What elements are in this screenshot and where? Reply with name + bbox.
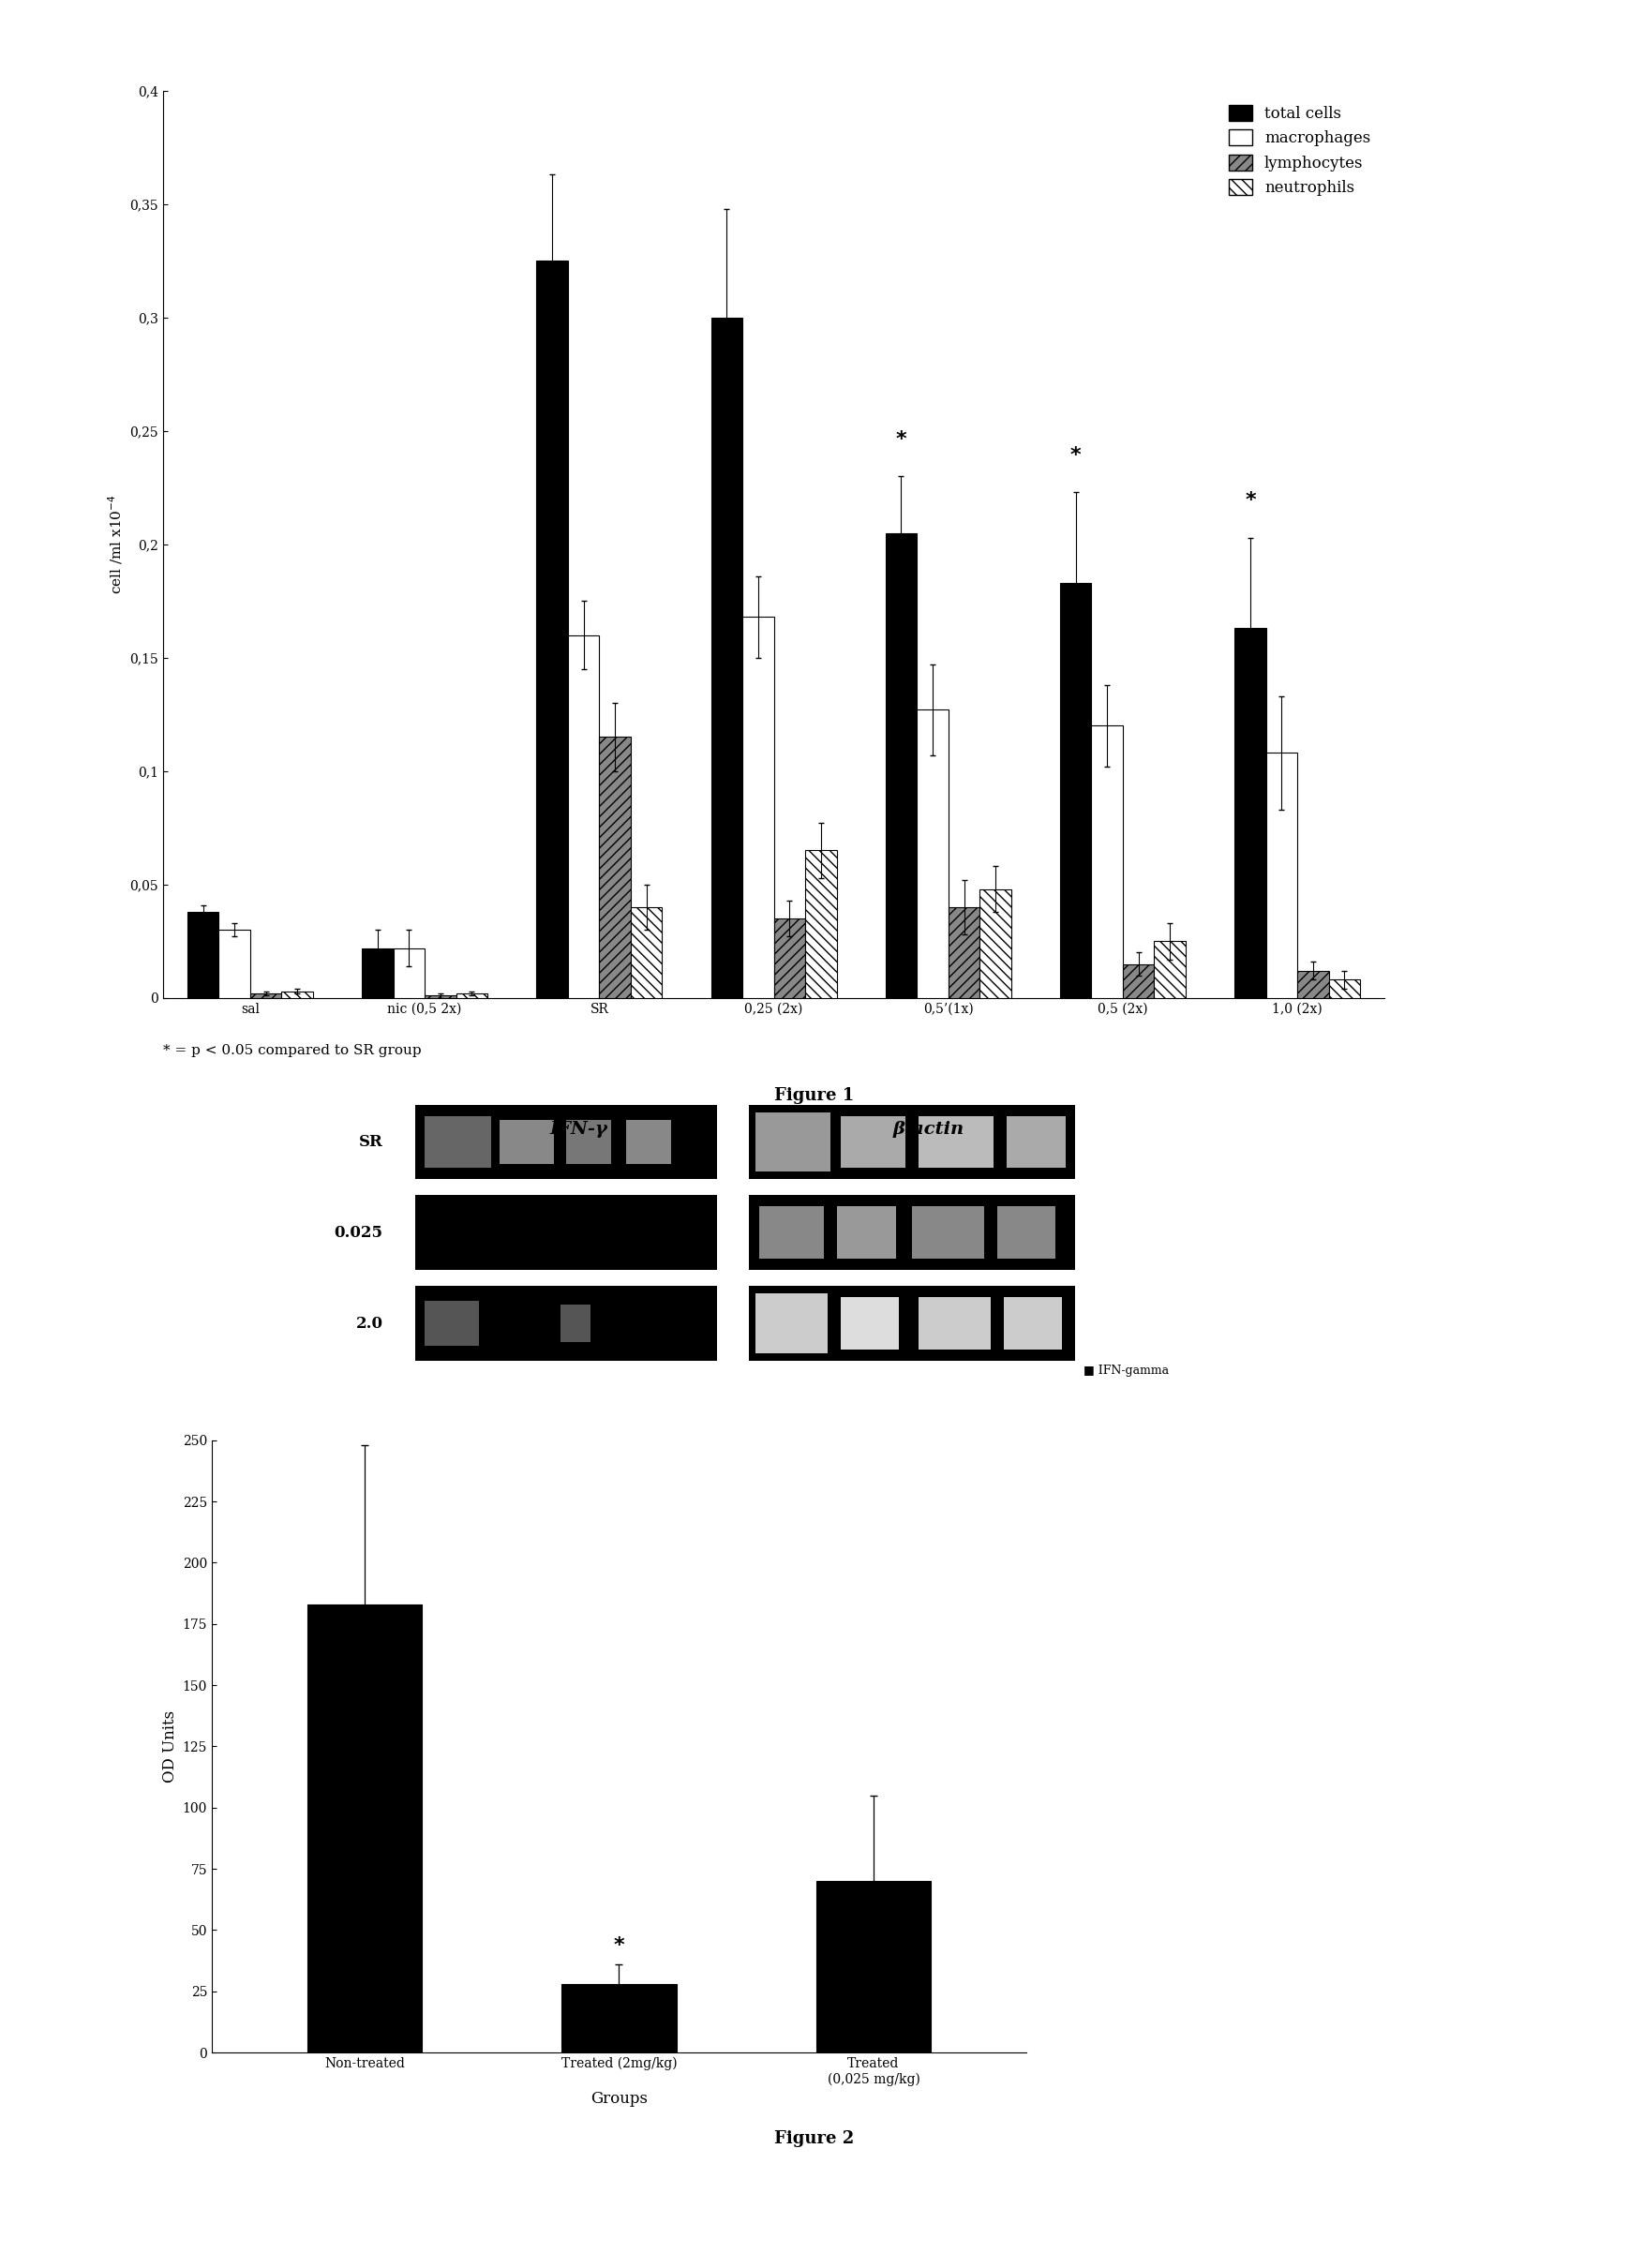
Text: SR: SR	[358, 1134, 383, 1150]
Text: 2.0: 2.0	[355, 1315, 383, 1331]
Text: β-actin: β-actin	[893, 1120, 964, 1139]
Bar	[816, 1880, 930, 2053]
Bar	[560, 1304, 590, 1343]
Bar	[948, 907, 979, 998]
Bar	[567, 1120, 611, 1163]
Bar	[425, 1116, 490, 1168]
Bar	[919, 1116, 994, 1168]
Text: IFN-γ: IFN-γ	[549, 1120, 608, 1139]
Bar	[630, 907, 661, 998]
Text: * = p < 0.05 compared to SR group: * = p < 0.05 compared to SR group	[163, 1043, 422, 1057]
Bar	[774, 919, 805, 998]
Bar	[912, 1207, 984, 1259]
Bar	[756, 1111, 831, 1173]
Bar	[743, 617, 774, 998]
Text: 0.025: 0.025	[334, 1225, 383, 1241]
Bar	[917, 710, 948, 998]
X-axis label: Groups: Groups	[590, 2091, 648, 2107]
Text: *: *	[896, 431, 907, 449]
Bar	[919, 1297, 990, 1349]
Bar	[841, 1297, 899, 1349]
Bar	[1060, 583, 1091, 998]
Bar	[837, 1207, 896, 1259]
Bar	[979, 889, 1012, 998]
Y-axis label: OD Units: OD Units	[163, 1710, 179, 1783]
Bar	[1007, 1116, 1065, 1168]
Bar	[456, 993, 487, 998]
Legend: total cells, macrophages, lymphocytes, neutrophils: total cells, macrophages, lymphocytes, n…	[1222, 98, 1377, 202]
Bar	[218, 930, 251, 998]
Bar	[362, 948, 393, 998]
Text: *: *	[1245, 492, 1256, 510]
Bar	[1235, 628, 1266, 998]
Bar	[308, 1603, 422, 2053]
Bar	[425, 1302, 479, 1345]
Bar	[841, 1116, 906, 1168]
Bar	[562, 1984, 676, 2053]
Bar	[187, 912, 218, 998]
Bar	[500, 1120, 554, 1163]
Bar	[393, 948, 425, 998]
Bar	[626, 1120, 671, 1163]
Bar	[1329, 980, 1360, 998]
Bar	[1266, 753, 1297, 998]
Bar	[251, 993, 282, 998]
Bar	[569, 635, 599, 998]
Bar	[805, 850, 837, 998]
Text: Figure 2: Figure 2	[774, 2130, 855, 2148]
Bar	[759, 1207, 824, 1259]
Bar	[710, 318, 743, 998]
Bar	[997, 1207, 1056, 1259]
Bar	[1122, 964, 1155, 998]
Bar	[536, 261, 569, 998]
Bar	[425, 996, 456, 998]
Y-axis label: cell /ml x10$^{-4}$: cell /ml x10$^{-4}$	[106, 494, 124, 594]
Text: *: *	[614, 1937, 624, 1955]
Bar	[1155, 941, 1186, 998]
Bar	[1003, 1297, 1062, 1349]
Bar	[1091, 726, 1122, 998]
Text: *: *	[1070, 447, 1082, 465]
Text: Figure 1: Figure 1	[774, 1086, 855, 1105]
Bar	[282, 991, 313, 998]
Bar	[886, 533, 917, 998]
Bar	[1297, 971, 1329, 998]
Bar	[756, 1293, 828, 1354]
Bar	[599, 737, 630, 998]
Text: ■ IFN-gamma: ■ IFN-gamma	[1083, 1365, 1168, 1377]
